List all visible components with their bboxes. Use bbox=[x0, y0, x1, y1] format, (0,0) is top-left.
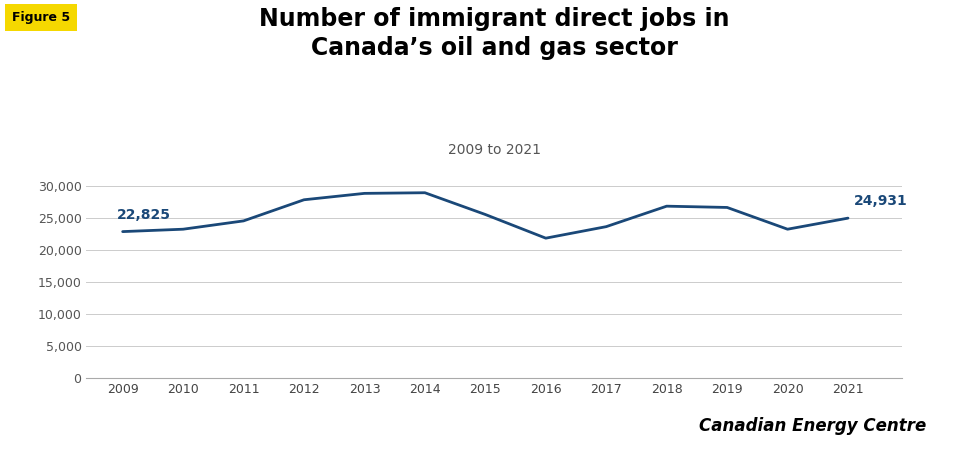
Text: Canadian Energy Centre: Canadian Energy Centre bbox=[699, 416, 926, 435]
Text: Number of immigrant direct jobs in
Canada’s oil and gas sector: Number of immigrant direct jobs in Canad… bbox=[259, 7, 730, 60]
Text: 24,931: 24,931 bbox=[853, 194, 907, 208]
Text: 2009 to 2021: 2009 to 2021 bbox=[448, 143, 540, 157]
Text: Figure 5: Figure 5 bbox=[12, 11, 70, 25]
Text: 22,825: 22,825 bbox=[117, 208, 171, 222]
